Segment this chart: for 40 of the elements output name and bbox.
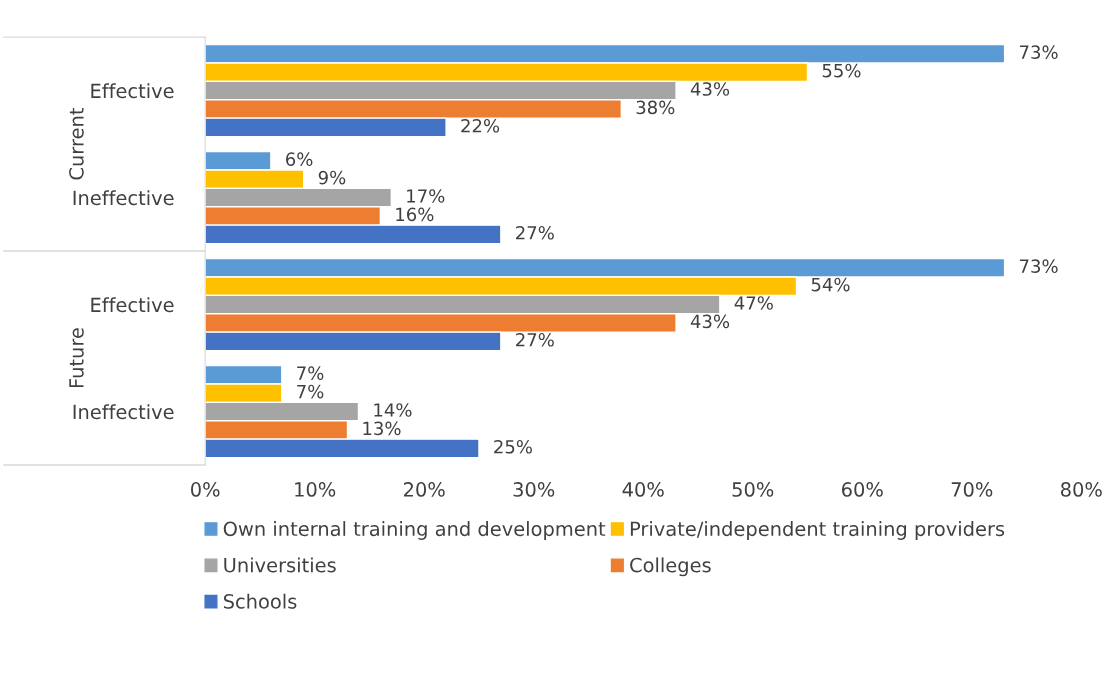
data-label: 13% xyxy=(363,421,401,436)
data-label: 7% xyxy=(297,384,324,399)
text: Current xyxy=(69,108,84,180)
x-tick-label: 20% xyxy=(404,482,445,497)
x-tick-label: 70% xyxy=(951,482,993,497)
text: Future xyxy=(69,328,84,388)
data-label: 6% xyxy=(286,152,313,166)
y-tick-label: Ineffective xyxy=(73,404,174,420)
x-tick-label: 50% xyxy=(732,482,774,497)
legend-label: Schools xyxy=(223,593,297,609)
y-tick-label: Effective xyxy=(91,83,174,99)
x-tick-label: 80% xyxy=(1060,482,1102,497)
data-label: 43% xyxy=(690,82,730,96)
legend-label: Universities xyxy=(224,557,336,573)
data-label: 54% xyxy=(811,277,850,292)
data-label: 43% xyxy=(690,314,730,329)
x-tick-label: 40% xyxy=(622,482,664,497)
data-label: 7% xyxy=(297,366,324,380)
data-label: 73% xyxy=(1019,259,1058,273)
data-label: 17% xyxy=(407,189,445,203)
x-tick-label: 0% xyxy=(191,482,220,497)
x-tick-label: 10% xyxy=(295,482,336,497)
x-tick-label: 60% xyxy=(842,482,883,497)
y-tick-label: Effective xyxy=(91,297,174,313)
data-label: 55% xyxy=(822,63,861,78)
data-label: 47% xyxy=(734,296,773,310)
data-label: 25% xyxy=(494,439,532,454)
legend-label: Private/independent training providers xyxy=(630,521,1005,540)
legend-label: Colleges xyxy=(630,557,711,577)
data-label: 9% xyxy=(318,170,346,185)
data-label: 27% xyxy=(516,332,554,347)
data-label: 22% xyxy=(461,118,500,133)
data-label: 14% xyxy=(374,403,412,417)
data-label: 38% xyxy=(636,100,675,115)
data-label: 16% xyxy=(396,207,434,222)
x-tick-label: 30% xyxy=(513,482,555,497)
y-tick-label: Ineffective xyxy=(73,190,174,206)
data-label: 27% xyxy=(516,225,554,240)
legend-label: Own internal training and development xyxy=(223,521,606,540)
data-label: 73% xyxy=(1019,45,1058,59)
